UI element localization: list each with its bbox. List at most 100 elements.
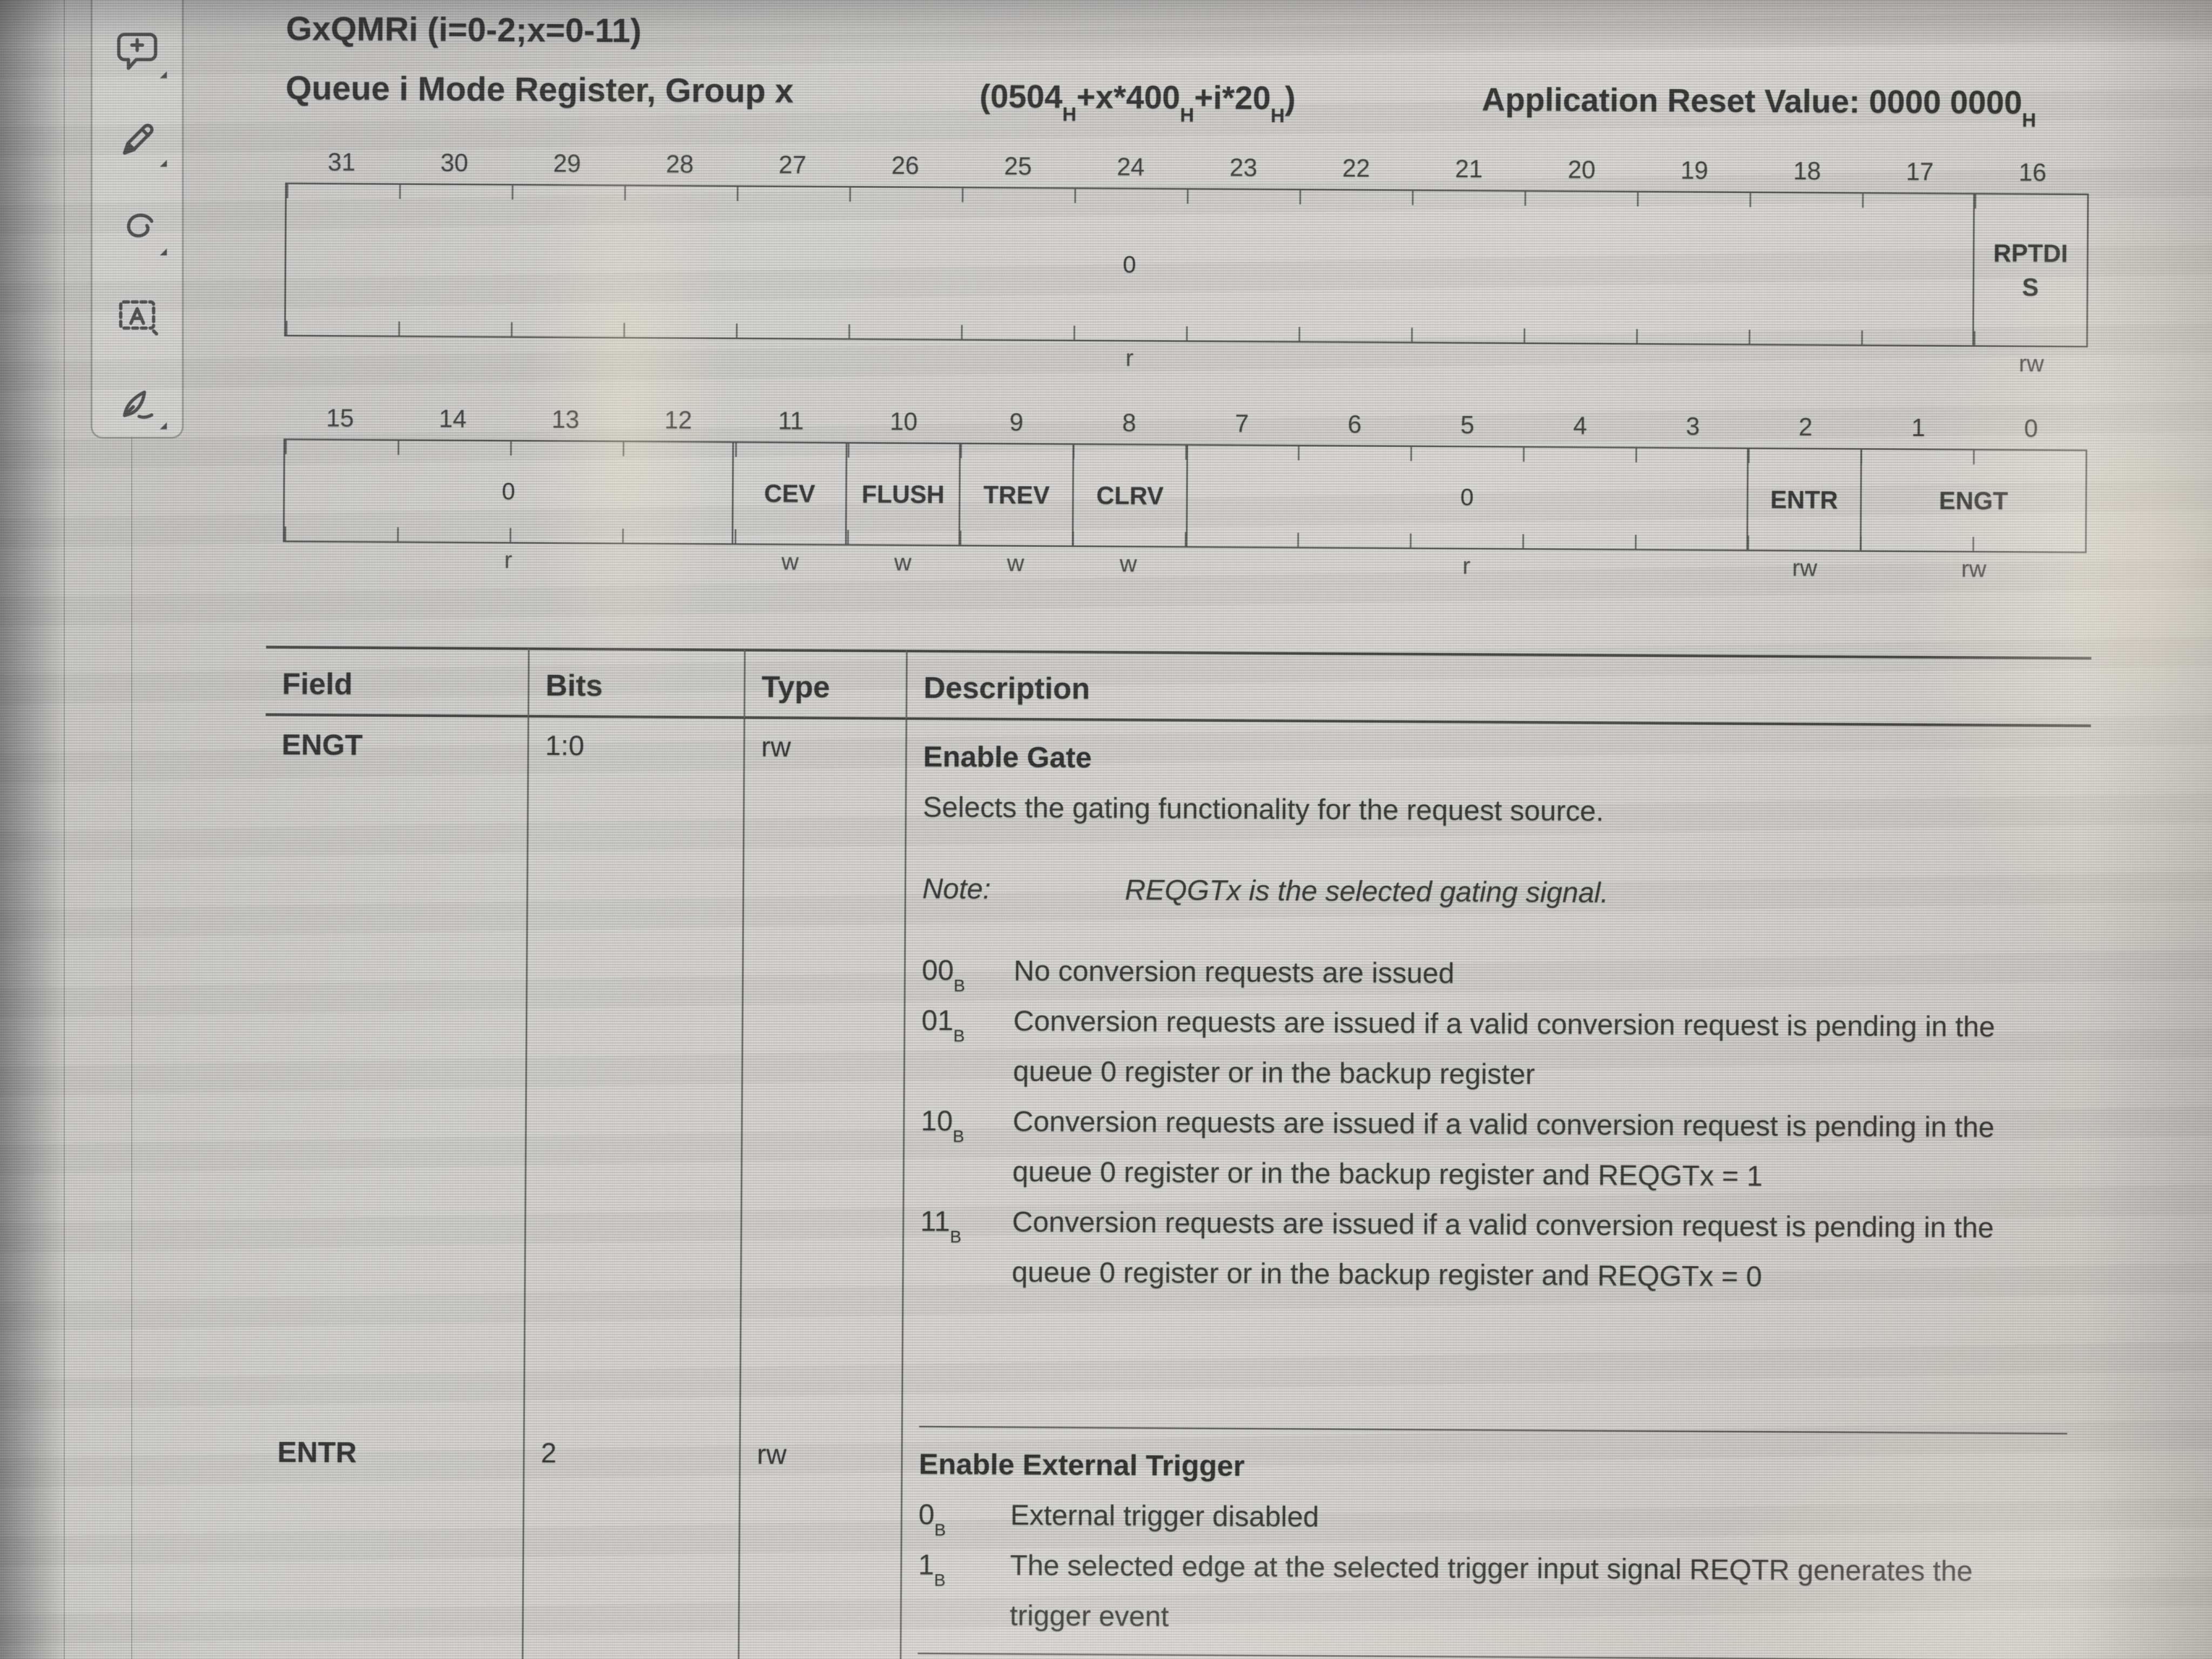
- description-text: Selects the gating functionality for the…: [922, 791, 1604, 827]
- bit-number: 27: [778, 150, 807, 179]
- lasso-icon: [127, 213, 153, 238]
- bitfield-reserved-7-3: 0: [1185, 446, 1747, 550]
- access-type: r: [1462, 552, 1471, 579]
- register-address-formula: (0504H+x*400H+i*20H): [979, 78, 1296, 127]
- column-header-type: Type: [743, 649, 906, 720]
- field-type: rw: [739, 719, 906, 1428]
- bit-number: 28: [666, 150, 694, 178]
- bitfield-reserved-15-12: 0: [502, 478, 515, 505]
- value-definition: 11B Conversion requests are issued if a v…: [920, 1205, 1994, 1293]
- bitfield-clrv: CLRV: [1072, 444, 1186, 547]
- bit-number: 4: [1573, 411, 1587, 440]
- bit-number: 19: [1680, 156, 1709, 185]
- field-description: Enable External Trigger 0B External trigg…: [900, 1427, 2087, 1659]
- annotation-toolbar: [91, 0, 184, 439]
- field-bits: 1:0: [523, 717, 744, 1427]
- column-header-bits: Bits: [527, 647, 744, 719]
- bit-number: 0: [2024, 414, 2038, 442]
- bit-number: 26: [891, 151, 920, 180]
- bit-number: 29: [553, 149, 581, 178]
- bit-number: 8: [1122, 408, 1136, 437]
- field-description: Enable Gate Selects the gating functiona…: [901, 720, 2091, 1435]
- access-type: w: [894, 549, 912, 576]
- field-name: CLRV: [260, 1650, 522, 1659]
- pen-tool-button[interactable]: [114, 117, 167, 167]
- access-type: rw: [1792, 555, 1818, 582]
- bit-number: 5: [1460, 410, 1475, 439]
- sidebar-divider-line: [64, 0, 65, 1659]
- bitfield-cev: CEV: [732, 443, 846, 544]
- register-box-lower: 0 CEV FLUSH TREV CLRV 0 ENTR ENGT: [282, 438, 2087, 554]
- bitfield-reserved-31-17: 0: [1123, 251, 1136, 278]
- description-title: Enable External Trigger: [919, 1448, 1245, 1482]
- signature-tool-button[interactable]: [114, 380, 167, 429]
- access-type: r: [504, 547, 512, 574]
- field-name: ENGT: [281, 728, 363, 761]
- field-type: w: [737, 1653, 900, 1659]
- value-definition: 0B External trigger disabled: [918, 1499, 1319, 1540]
- bit-number: 15: [326, 403, 354, 432]
- value-definition: 1B The selected edge at the selected trig…: [918, 1549, 1973, 1633]
- bit-number: 31: [327, 147, 356, 176]
- bitfield-trev: TREV: [959, 444, 1073, 545]
- bitfield-flush: FLUSH: [845, 443, 960, 545]
- bit-number: 10: [889, 407, 918, 436]
- access-type: rw: [1961, 555, 1987, 583]
- lasso-tool-button[interactable]: [114, 206, 167, 255]
- bit-number: 21: [1455, 154, 1483, 183]
- bitfield-rptdis: RPTDIS: [1972, 194, 2087, 346]
- register-box-upper: 0 RPTDIS: [284, 182, 2089, 348]
- add-comment-icon: [117, 32, 158, 70]
- bit-number: 2: [1798, 413, 1813, 441]
- bit-number: 30: [440, 148, 469, 177]
- field-bits: 8: [521, 1651, 738, 1659]
- bit-number: 6: [1347, 410, 1362, 439]
- bitfield-engt: ENGT: [1859, 449, 2086, 552]
- pen-icon: [123, 124, 154, 155]
- access-type: w: [781, 548, 799, 575]
- bit-number: 16: [2018, 158, 2047, 186]
- bit-number: 12: [664, 406, 692, 434]
- bit-number: 9: [1009, 408, 1024, 436]
- submenu-corner-icon: [160, 71, 167, 78]
- submenu-corner-icon: [160, 248, 167, 255]
- bit-number: 13: [551, 405, 579, 434]
- bit-number: 18: [1793, 157, 1821, 185]
- bit-number: 11: [778, 406, 804, 435]
- text-box-tool-button[interactable]: [114, 293, 160, 340]
- description-note: Note: REQGTx is the selected gating sign…: [922, 873, 1609, 909]
- register-short-name: GxQMRi (i=0-2;x=0-11): [286, 10, 642, 50]
- field-type: rw: [738, 1426, 901, 1654]
- bit-number: 23: [1229, 153, 1258, 181]
- bit-number: 22: [1342, 153, 1370, 183]
- register-long-name: Queue i Mode Register, Group x: [285, 69, 794, 110]
- value-definition: 00B No conversion requests are issued: [921, 954, 1455, 995]
- bit-number: 7: [1235, 409, 1249, 437]
- bit-number: 25: [1004, 152, 1032, 180]
- add-comment-button[interactable]: [114, 29, 167, 78]
- access-type: w: [1007, 550, 1024, 577]
- access-type: w: [1120, 550, 1137, 577]
- sidebar-divider-line: [131, 436, 132, 1659]
- bitfield-row-lower: 15 14 13 12 11 10 9 8 7 6 5 4 3 2 1 0 0 CEV FLUSH TREV …: [282, 400, 2087, 589]
- text-box-icon: [119, 300, 158, 336]
- column-header-field: Field: [265, 645, 528, 718]
- bit-number: 3: [1685, 412, 1700, 441]
- signature-icon: [123, 390, 153, 419]
- column-header-description: Description: [905, 650, 2092, 727]
- application-reset-value: Application Reset Value: 0000 0000H: [1481, 81, 2036, 131]
- field-name: ENTR: [277, 1435, 357, 1469]
- bit-number: 1: [1911, 413, 1926, 442]
- submenu-corner-icon: [160, 160, 167, 167]
- bit-number: 20: [1568, 155, 1596, 184]
- bit-number: 17: [1906, 157, 1934, 186]
- bit-number: 14: [439, 404, 467, 433]
- bitfield-entr: ENTR: [1746, 449, 1860, 550]
- value-definition: 01B Conversion requests are issued if a v…: [921, 1004, 1995, 1091]
- bitfield-row-upper: 31 30 29 28 27 26 25 24 23 22 21 20 19 18 17 16 0 RPTDI…: [284, 144, 2089, 383]
- field-bits: 2: [522, 1425, 739, 1654]
- field-description-table: Field Bits Type Description ENGT 1:0 rw …: [260, 645, 2092, 1659]
- access-type: rw: [2019, 350, 2044, 377]
